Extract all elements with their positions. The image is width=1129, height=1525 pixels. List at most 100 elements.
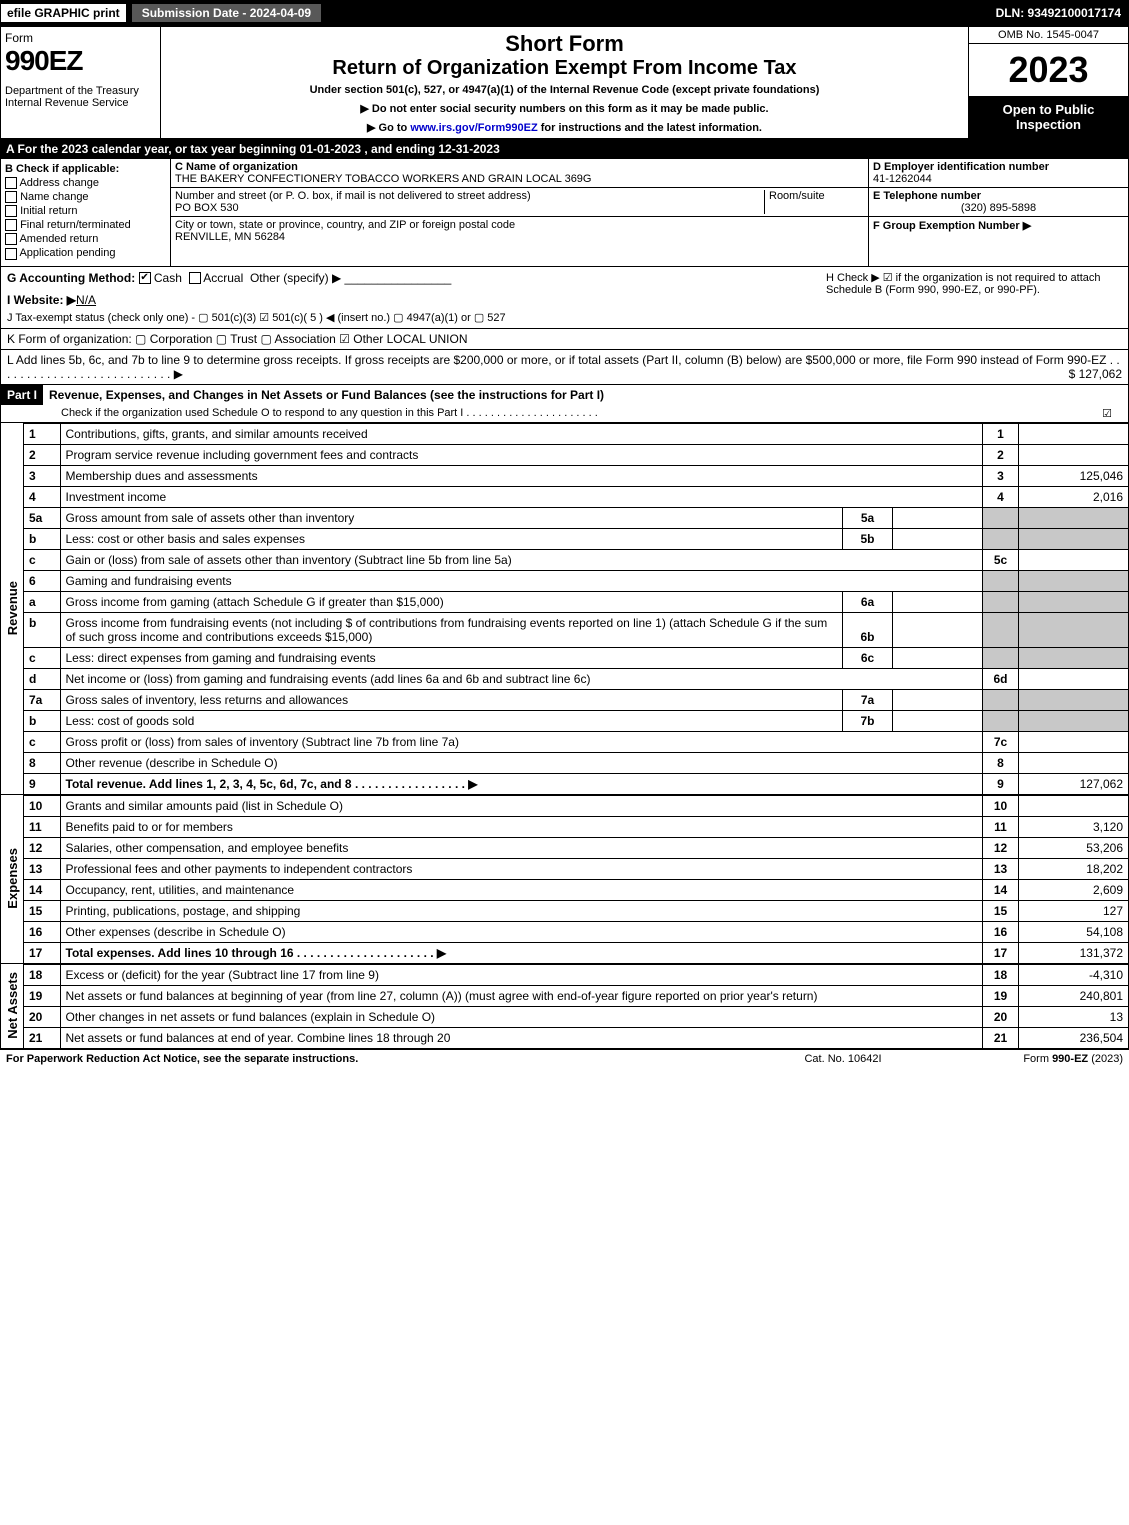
chk-accrual[interactable] (189, 272, 201, 284)
e-label: E Telephone number (873, 190, 1124, 202)
row-7a: 7aGross sales of inventory, less returns… (24, 689, 1129, 710)
row-13: 13Professional fees and other payments t… (24, 858, 1129, 879)
row-5a: 5aGross amount from sale of assets other… (24, 507, 1129, 528)
note-link: ▶ Go to www.irs.gov/Form990EZ for instru… (165, 121, 964, 134)
row-12: 12Salaries, other compensation, and empl… (24, 837, 1129, 858)
row-6: 6Gaming and fundraising events (24, 570, 1129, 591)
revenue-side-label: Revenue (5, 581, 20, 635)
row-16: 16Other expenses (describe in Schedule O… (24, 921, 1129, 942)
line-j: J Tax-exempt status (check only one) - ▢… (7, 311, 822, 324)
row-1: 1Contributions, gifts, grants, and simil… (24, 423, 1129, 444)
expenses-side-label: Expenses (5, 848, 20, 909)
chk-address-change[interactable]: Address change (5, 177, 166, 189)
chk-amended-return[interactable]: Amended return (5, 233, 166, 245)
row-3: 3Membership dues and assessments3125,046 (24, 465, 1129, 486)
row-6d: dNet income or (loss) from gaming and fu… (24, 668, 1129, 689)
row-4: 4Investment income42,016 (24, 486, 1129, 507)
dln-label: DLN: 93492100017174 (996, 6, 1129, 20)
addr-label: Number and street (or P. O. box, if mail… (175, 190, 764, 202)
ein: 41-1262044 (873, 173, 1124, 185)
row-17: 17Total expenses. Add lines 10 through 1… (24, 942, 1129, 963)
revenue-table: 1Contributions, gifts, grants, and simil… (24, 423, 1129, 795)
form-number: 990EZ (5, 45, 156, 77)
row-15: 15Printing, publications, postage, and s… (24, 900, 1129, 921)
line-g: G Accounting Method: Cash Accrual Other … (7, 271, 822, 285)
c-label: C Name of organization (175, 161, 864, 173)
chk-application-pending[interactable]: Application pending (5, 247, 166, 259)
tax-year: 2023 (969, 44, 1128, 96)
c-city-row: City or town, state or province, country… (171, 217, 868, 245)
row-7b: bLess: cost of goods sold7b (24, 710, 1129, 731)
part1-checkbox[interactable]: ☑ (1092, 407, 1122, 420)
title-short-form: Short Form (165, 31, 964, 57)
chk-initial-return[interactable]: Initial return (5, 205, 166, 217)
row-21: 21Net assets or fund balances at end of … (24, 1027, 1129, 1048)
chk-name-change[interactable]: Name change (5, 191, 166, 203)
form-meta-block: OMB No. 1545-0047 2023 Open to Public In… (968, 27, 1128, 138)
expenses-table: 10Grants and similar amounts paid (list … (24, 795, 1129, 964)
row-5b: bLess: cost or other basis and sales exp… (24, 528, 1129, 549)
footer-left: For Paperwork Reduction Act Notice, see … (6, 1053, 743, 1065)
netassets-table: 18Excess or (deficit) for the year (Subt… (24, 964, 1129, 1049)
phone: (320) 895-5898 (873, 202, 1124, 214)
line-h: H Check ▶ ☑ if the organization is not r… (822, 271, 1122, 324)
line-l-amount: $ 127,062 (1069, 367, 1122, 381)
efile-label[interactable]: efile GRAPHIC print (0, 3, 127, 23)
b-label: B Check if applicable: (5, 163, 166, 175)
col-d: D Employer identification number 41-1262… (868, 159, 1128, 266)
expenses-section: Expenses 10Grants and similar amounts pa… (0, 795, 1129, 964)
row-6a: aGross income from gaming (attach Schedu… (24, 591, 1129, 612)
c-name-row: C Name of organization THE BAKERY CONFEC… (171, 159, 868, 188)
row-10: 10Grants and similar amounts paid (list … (24, 795, 1129, 816)
room-label: Room/suite (764, 190, 864, 214)
col-c: C Name of organization THE BAKERY CONFEC… (171, 159, 868, 266)
omb-number: OMB No. 1545-0047 (969, 27, 1128, 44)
row-19: 19Net assets or fund balances at beginni… (24, 985, 1129, 1006)
dept-label: Department of the Treasury Internal Reve… (5, 85, 156, 109)
c-addr-row: Number and street (or P. O. box, if mail… (171, 188, 868, 217)
d-label: D Employer identification number (873, 161, 1124, 173)
org-addr: PO BOX 530 (175, 202, 764, 214)
submission-date: Submission Date - 2024-04-09 (131, 3, 322, 23)
form-header: Form 990EZ Department of the Treasury In… (0, 26, 1129, 139)
line-a: A For the 2023 calendar year, or tax yea… (0, 139, 1129, 159)
footer-mid: Cat. No. 10642I (743, 1053, 943, 1065)
part1-bar: Part I (1, 385, 43, 405)
row-20: 20Other changes in net assets or fund ba… (24, 1006, 1129, 1027)
row-9: 9Total revenue. Add lines 1, 2, 3, 4, 5c… (24, 773, 1129, 794)
part1-header: Part I Revenue, Expenses, and Changes in… (0, 385, 1129, 423)
city-label: City or town, state or province, country… (175, 219, 864, 231)
chk-cash[interactable] (139, 272, 151, 284)
line-l: L Add lines 5b, 6c, and 7b to line 9 to … (0, 350, 1129, 385)
chk-final-return[interactable]: Final return/terminated (5, 219, 166, 231)
row-18: 18Excess or (deficit) for the year (Subt… (24, 964, 1129, 985)
row-7c: cGross profit or (loss) from sales of in… (24, 731, 1129, 752)
row-6c: cLess: direct expenses from gaming and f… (24, 647, 1129, 668)
subtitle: Under section 501(c), 527, or 4947(a)(1)… (165, 84, 964, 96)
form-word: Form (5, 31, 156, 45)
row-8: 8Other revenue (describe in Schedule O)8 (24, 752, 1129, 773)
row-2: 2Program service revenue including gover… (24, 444, 1129, 465)
netassets-section: Net Assets 18Excess or (deficit) for the… (0, 964, 1129, 1049)
row-14: 14Occupancy, rent, utilities, and mainte… (24, 879, 1129, 900)
col-b: B Check if applicable: Address change Na… (1, 159, 171, 266)
row-11: 11Benefits paid to or for members113,120 (24, 816, 1129, 837)
note-ssn: ▶ Do not enter social security numbers o… (165, 102, 964, 115)
line-k: K Form of organization: ▢ Corporation ▢ … (0, 329, 1129, 350)
footer: For Paperwork Reduction Act Notice, see … (0, 1049, 1129, 1068)
line-i: I Website: ▶N/A (7, 293, 822, 307)
block-ghij: G Accounting Method: Cash Accrual Other … (0, 267, 1129, 329)
f-label: F Group Exemption Number ▶ (873, 219, 1124, 232)
irs-link[interactable]: www.irs.gov/Form990EZ (410, 122, 537, 134)
top-bar: efile GRAPHIC print Submission Date - 20… (0, 0, 1129, 26)
block-bcd: B Check if applicable: Address change Na… (0, 159, 1129, 267)
org-city: RENVILLE, MN 56284 (175, 231, 864, 243)
org-name: THE BAKERY CONFECTIONERY TOBACCO WORKERS… (175, 173, 864, 185)
netassets-side-label: Net Assets (5, 972, 20, 1039)
row-5c: cGain or (loss) from sale of assets othe… (24, 549, 1129, 570)
form-id-block: Form 990EZ Department of the Treasury In… (1, 27, 161, 138)
form-title-block: Short Form Return of Organization Exempt… (161, 27, 968, 138)
website-val: N/A (76, 293, 96, 307)
part1-checknote: Check if the organization used Schedule … (61, 407, 1092, 420)
part1-title: Revenue, Expenses, and Changes in Net As… (43, 385, 1128, 405)
